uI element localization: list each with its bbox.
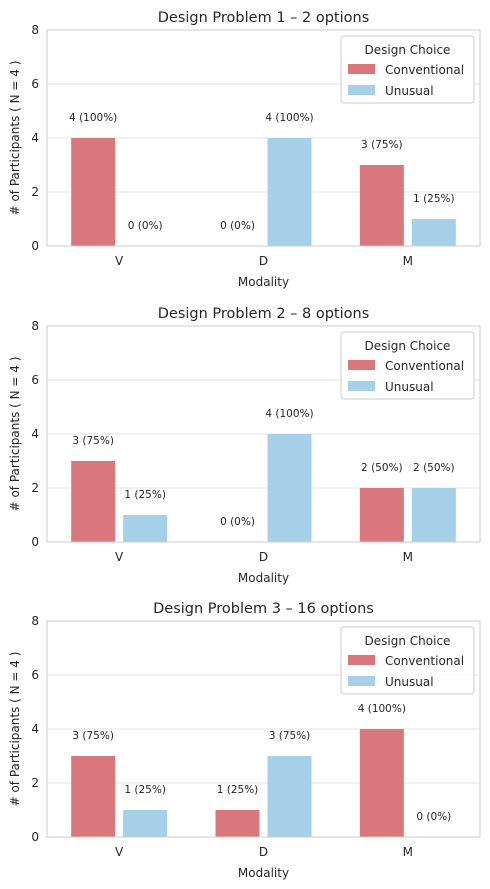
bar-unusual-v: [123, 515, 168, 542]
y-tick-label: 8: [31, 319, 39, 333]
bar-value-label: 1 (25%): [124, 489, 166, 501]
y-tick-label: 6: [31, 77, 39, 91]
bar-unusual-d: [267, 138, 312, 246]
bar-value-label: 4 (100%): [265, 112, 313, 124]
bar-value-label: 4 (100%): [265, 408, 313, 420]
bar-unusual-m: [411, 488, 456, 542]
x-tick-label: V: [115, 845, 124, 859]
bar-value-label: 1 (25%): [124, 784, 166, 796]
bar-conventional-m: [359, 488, 404, 542]
y-tick-label: 0: [31, 239, 39, 253]
bar-value-label: 2 (50%): [413, 462, 455, 474]
bar-value-label: 2 (50%): [361, 462, 403, 474]
plot-frame: [46, 29, 481, 247]
bar-value-label: 0 (0%): [128, 220, 163, 232]
y-tick-label: 0: [31, 830, 39, 844]
y-tick-label: 4: [31, 427, 39, 441]
bar-unusual-d: [267, 434, 312, 542]
bar-value-label: 3 (75%): [269, 730, 311, 742]
chart-title: Design Problem 2 – 8 options: [158, 306, 370, 322]
legend-swatch-unusual: [348, 381, 375, 391]
bar-conventional-v: [71, 756, 116, 837]
chart-title: Design Problem 3 – 16 options: [153, 601, 374, 617]
x-tick-label: D: [259, 845, 268, 859]
legend: Design Choice Conventional Unusual: [340, 35, 475, 104]
chart-panel-3: Design Problem 3 – 16 options 0 2 4 6 8 3 (75%…: [8, 601, 481, 880]
x-tick-label: D: [259, 550, 268, 564]
bar-value-label: 1 (25%): [413, 193, 455, 205]
plot-frame: [46, 325, 481, 543]
y-tick-label: 0: [31, 535, 39, 549]
bar-value-label: 0 (0%): [416, 811, 451, 823]
legend-swatch-conventional: [348, 655, 375, 665]
legend-label: Unusual: [385, 675, 434, 689]
bar-value-label: 3 (75%): [72, 435, 114, 447]
legend: Design Choice Conventional Unusual: [340, 626, 475, 695]
x-tick-label: M: [403, 550, 413, 564]
bar-value-label: 0 (0%): [220, 220, 255, 232]
bar-value-label: 1 (25%): [217, 784, 259, 796]
bar-unusual-d: [267, 756, 312, 837]
legend-label: Unusual: [385, 84, 434, 98]
legend-title: Design Choice: [365, 339, 451, 353]
bar-value-label: 0 (0%): [220, 516, 255, 528]
bar-value-label: 3 (75%): [72, 730, 114, 742]
legend-label: Conventional: [385, 654, 464, 668]
y-tick-label: 8: [31, 614, 39, 628]
y-tick-label: 2: [31, 776, 39, 790]
legend-label: Conventional: [385, 63, 464, 77]
bar-conventional-v: [71, 461, 116, 542]
x-tick-label: D: [259, 254, 268, 268]
x-axis-label: Modality: [238, 571, 289, 585]
chart-panel-2: Design Problem 2 – 8 options 0 2 4 6 8 3 (75%)…: [8, 306, 481, 585]
bar-unusual-v: [123, 810, 168, 837]
y-tick-label: 6: [31, 668, 39, 682]
y-axis-label: # of Participants ( N = 4 ): [8, 652, 22, 807]
x-tick-label: M: [403, 254, 413, 268]
bar-conventional-v: [71, 138, 116, 246]
x-axis-label: Modality: [238, 275, 289, 289]
bar-conventional-m: [359, 729, 404, 837]
chart-title: Design Problem 1 – 2 options: [158, 10, 370, 26]
legend-swatch-conventional: [348, 64, 375, 74]
legend-label: Conventional: [385, 359, 464, 373]
y-tick-label: 4: [31, 131, 39, 145]
y-tick-label: 6: [31, 373, 39, 387]
y-tick-label: 2: [31, 481, 39, 495]
legend-title: Design Choice: [365, 634, 451, 648]
legend-title: Design Choice: [365, 43, 451, 57]
bar-value-label: 4 (100%): [69, 112, 117, 124]
legend-label: Unusual: [385, 380, 434, 394]
bar-conventional-d: [215, 810, 260, 837]
y-tick-label: 8: [31, 23, 39, 37]
legend-swatch-conventional: [348, 360, 375, 370]
x-tick-label: V: [115, 550, 124, 564]
bar-value-label: 4 (100%): [358, 703, 406, 715]
legend: Design Choice Conventional Unusual: [340, 331, 475, 400]
legend-swatch-unusual: [348, 676, 375, 686]
bar-unusual-m: [411, 219, 456, 246]
x-axis-label: Modality: [238, 866, 289, 880]
x-tick-label: M: [403, 845, 413, 859]
y-axis-label: # of Participants ( N = 4 ): [8, 61, 22, 216]
y-tick-label: 4: [31, 722, 39, 736]
y-tick-label: 2: [31, 185, 39, 199]
x-tick-label: V: [115, 254, 124, 268]
legend-swatch-unusual: [348, 85, 375, 95]
plot-frame: [46, 620, 481, 838]
y-axis-label: # of Participants ( N = 4 ): [8, 357, 22, 512]
bar-value-label: 3 (75%): [361, 139, 403, 151]
chart-panel-1: Design Problem 1 – 2 options 0 2 4 6 8 4 (100%…: [8, 10, 481, 289]
bar-conventional-m: [359, 165, 404, 246]
